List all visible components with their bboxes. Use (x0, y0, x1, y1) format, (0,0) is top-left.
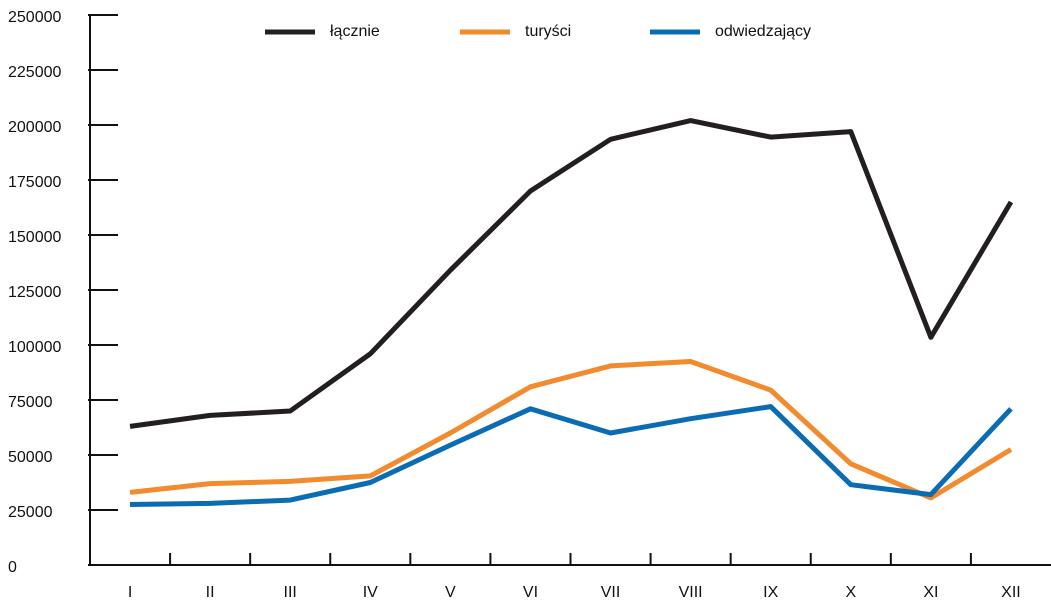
y-tick-label: 125000 (8, 284, 61, 301)
x-tick-label: IV (363, 584, 378, 601)
y-tick-label: 225000 (8, 64, 61, 81)
x-tick-label: XII (1001, 584, 1021, 601)
x-tick-label: I (128, 584, 132, 601)
x-tick-label: II (206, 584, 215, 601)
y-tick-label: 100000 (8, 339, 61, 356)
y-tick-label: 175000 (8, 174, 61, 191)
x-tick-label: III (284, 584, 297, 601)
x-tick-label: VIII (679, 584, 703, 601)
legend-label: odwiedzający (715, 23, 811, 40)
legend-label: łącznie (330, 23, 380, 40)
y-tick-label: 250000 (8, 9, 61, 26)
series-line (129, 359, 1013, 501)
y-tick-label: 75000 (8, 394, 53, 411)
x-tick-label: XI (923, 584, 938, 601)
series-line (129, 118, 1014, 429)
x-tick-label: X (845, 584, 856, 601)
legend-label: turyści (525, 23, 571, 40)
x-tick-label: IX (763, 584, 778, 601)
y-tick-label: 25000 (8, 504, 53, 521)
x-tick-label: VII (601, 584, 621, 601)
y-tick-label: 200000 (8, 119, 61, 136)
y-tick-label: 0 (8, 559, 17, 576)
y-tick-label: 150000 (8, 229, 61, 246)
x-tick-label: VI (523, 584, 538, 601)
series-line (130, 404, 1013, 507)
x-tick-label: V (445, 584, 456, 601)
y-tick-label: 50000 (8, 449, 53, 466)
